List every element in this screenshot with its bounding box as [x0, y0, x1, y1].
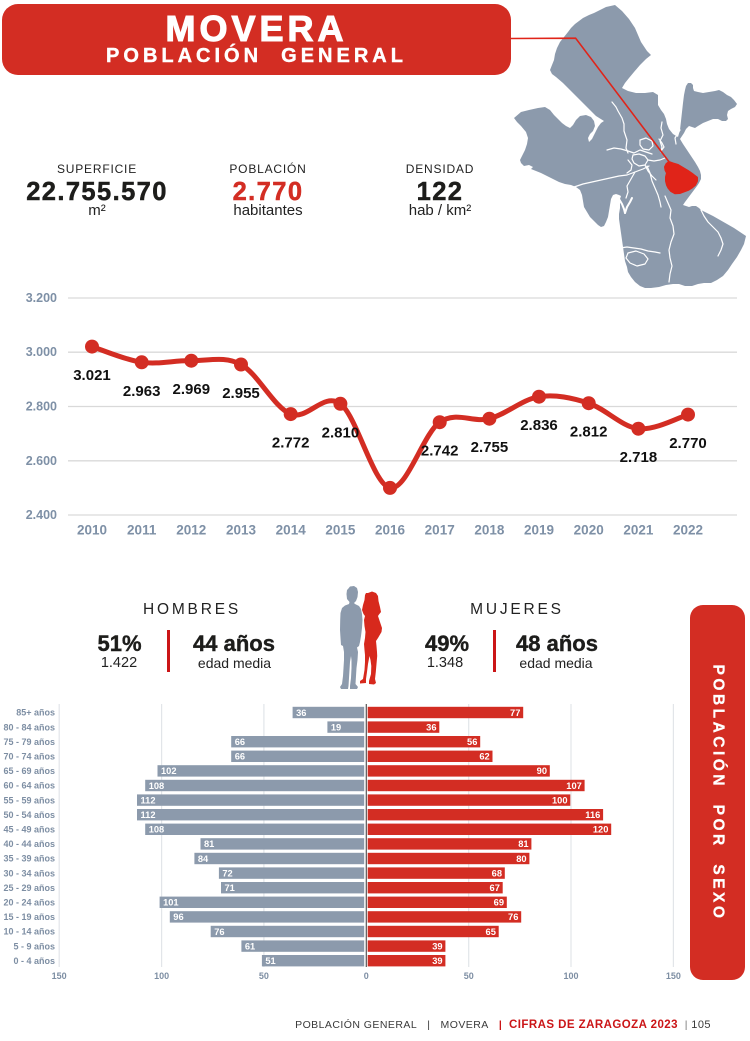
- svg-text:36: 36: [426, 722, 436, 732]
- svg-text:36: 36: [296, 708, 306, 718]
- svg-text:2013: 2013: [226, 523, 257, 538]
- svg-text:2.600: 2.600: [26, 454, 57, 468]
- svg-text:2019: 2019: [524, 523, 554, 538]
- svg-text:2.800: 2.800: [26, 400, 57, 414]
- svg-text:2015: 2015: [325, 523, 356, 538]
- svg-text:2.836: 2.836: [520, 417, 558, 434]
- svg-text:76: 76: [214, 927, 224, 937]
- svg-text:2010: 2010: [77, 523, 107, 538]
- svg-text:40 - 44 años: 40 - 44 años: [3, 839, 55, 849]
- svg-text:112: 112: [141, 795, 156, 805]
- svg-text:2020: 2020: [574, 523, 604, 538]
- svg-text:150: 150: [52, 971, 67, 981]
- svg-text:67: 67: [490, 883, 500, 893]
- svg-text:116: 116: [585, 810, 600, 820]
- svg-text:150: 150: [666, 971, 681, 981]
- svg-text:108: 108: [149, 781, 165, 791]
- svg-text:65 - 69 años: 65 - 69 años: [3, 766, 55, 776]
- svg-text:66: 66: [235, 752, 245, 762]
- svg-text:96: 96: [173, 912, 183, 922]
- svg-text:5 - 9 años: 5 - 9 años: [13, 941, 55, 951]
- svg-text:10 - 14 años: 10 - 14 años: [3, 927, 55, 937]
- svg-text:71: 71: [225, 883, 235, 893]
- svg-text:50: 50: [464, 971, 474, 981]
- svg-text:62: 62: [479, 752, 489, 762]
- svg-text:60 - 64 años: 60 - 64 años: [3, 781, 55, 791]
- svg-text:2.718: 2.718: [620, 449, 658, 466]
- svg-text:70 - 74 años: 70 - 74 años: [3, 752, 55, 762]
- svg-text:45 - 49 años: 45 - 49 años: [3, 825, 55, 835]
- svg-text:39: 39: [432, 941, 442, 951]
- svg-text:19: 19: [331, 722, 341, 732]
- svg-text:66: 66: [235, 737, 245, 747]
- svg-text:2016: 2016: [375, 523, 406, 538]
- svg-text:2.755: 2.755: [471, 439, 509, 456]
- svg-text:100: 100: [563, 971, 578, 981]
- svg-text:55 - 59 años: 55 - 59 años: [3, 795, 55, 805]
- svg-text:65: 65: [486, 927, 496, 937]
- svg-text:84: 84: [198, 854, 209, 864]
- svg-text:61: 61: [245, 941, 255, 951]
- svg-text:2017: 2017: [425, 523, 455, 538]
- svg-text:2011: 2011: [127, 523, 157, 538]
- svg-text:2.969: 2.969: [173, 381, 211, 398]
- svg-text:30 - 34 años: 30 - 34 años: [3, 868, 55, 878]
- svg-text:68: 68: [492, 868, 502, 878]
- svg-text:25 - 29 años: 25 - 29 años: [3, 883, 55, 893]
- svg-text:75 - 79 años: 75 - 79 años: [3, 737, 55, 747]
- svg-text:2012: 2012: [176, 523, 206, 538]
- svg-text:108: 108: [149, 825, 165, 835]
- svg-text:3.000: 3.000: [26, 345, 57, 359]
- svg-text:0: 0: [364, 971, 369, 981]
- svg-text:90: 90: [537, 766, 547, 776]
- svg-text:50: 50: [259, 971, 269, 981]
- svg-text:112: 112: [141, 810, 156, 820]
- svg-text:2018: 2018: [474, 523, 505, 538]
- svg-text:39: 39: [432, 956, 442, 966]
- svg-text:20 - 24 años: 20 - 24 años: [3, 898, 55, 908]
- svg-text:2.400: 2.400: [26, 508, 57, 522]
- svg-text:2.810: 2.810: [322, 424, 360, 441]
- svg-text:3.200: 3.200: [26, 291, 57, 305]
- svg-text:100: 100: [154, 971, 169, 981]
- svg-text:76: 76: [508, 912, 518, 922]
- svg-text:2.770: 2.770: [669, 435, 707, 452]
- svg-text:2021: 2021: [623, 523, 654, 538]
- svg-text:35 - 39 años: 35 - 39 años: [3, 854, 55, 864]
- svg-text:2.963: 2.963: [123, 383, 161, 400]
- svg-text:69: 69: [494, 898, 504, 908]
- svg-text:81: 81: [204, 839, 214, 849]
- svg-text:101: 101: [163, 898, 179, 908]
- svg-text:15 - 19 años: 15 - 19 años: [3, 912, 55, 922]
- svg-text:107: 107: [566, 781, 582, 791]
- svg-text:77: 77: [510, 708, 520, 718]
- svg-text:2.812: 2.812: [570, 424, 608, 441]
- svg-text:120: 120: [593, 825, 609, 835]
- svg-text:81: 81: [518, 839, 528, 849]
- svg-text:51: 51: [265, 956, 275, 966]
- svg-text:2.742: 2.742: [421, 443, 459, 460]
- svg-text:2014: 2014: [276, 523, 307, 538]
- svg-text:2.955: 2.955: [222, 385, 260, 402]
- svg-text:50 - 54 años: 50 - 54 años: [3, 810, 55, 820]
- svg-text:0 - 4 años: 0 - 4 años: [13, 956, 55, 966]
- svg-text:2022: 2022: [673, 523, 703, 538]
- svg-text:100: 100: [552, 795, 568, 805]
- svg-text:56: 56: [467, 737, 477, 747]
- svg-text:80: 80: [516, 854, 526, 864]
- svg-text:72: 72: [222, 868, 232, 878]
- svg-text:80 - 84 años: 80 - 84 años: [3, 722, 55, 732]
- svg-text:2.772: 2.772: [272, 435, 310, 452]
- svg-text:3.021: 3.021: [73, 367, 111, 384]
- svg-text:85+ años: 85+ años: [16, 708, 55, 718]
- svg-text:102: 102: [161, 766, 177, 776]
